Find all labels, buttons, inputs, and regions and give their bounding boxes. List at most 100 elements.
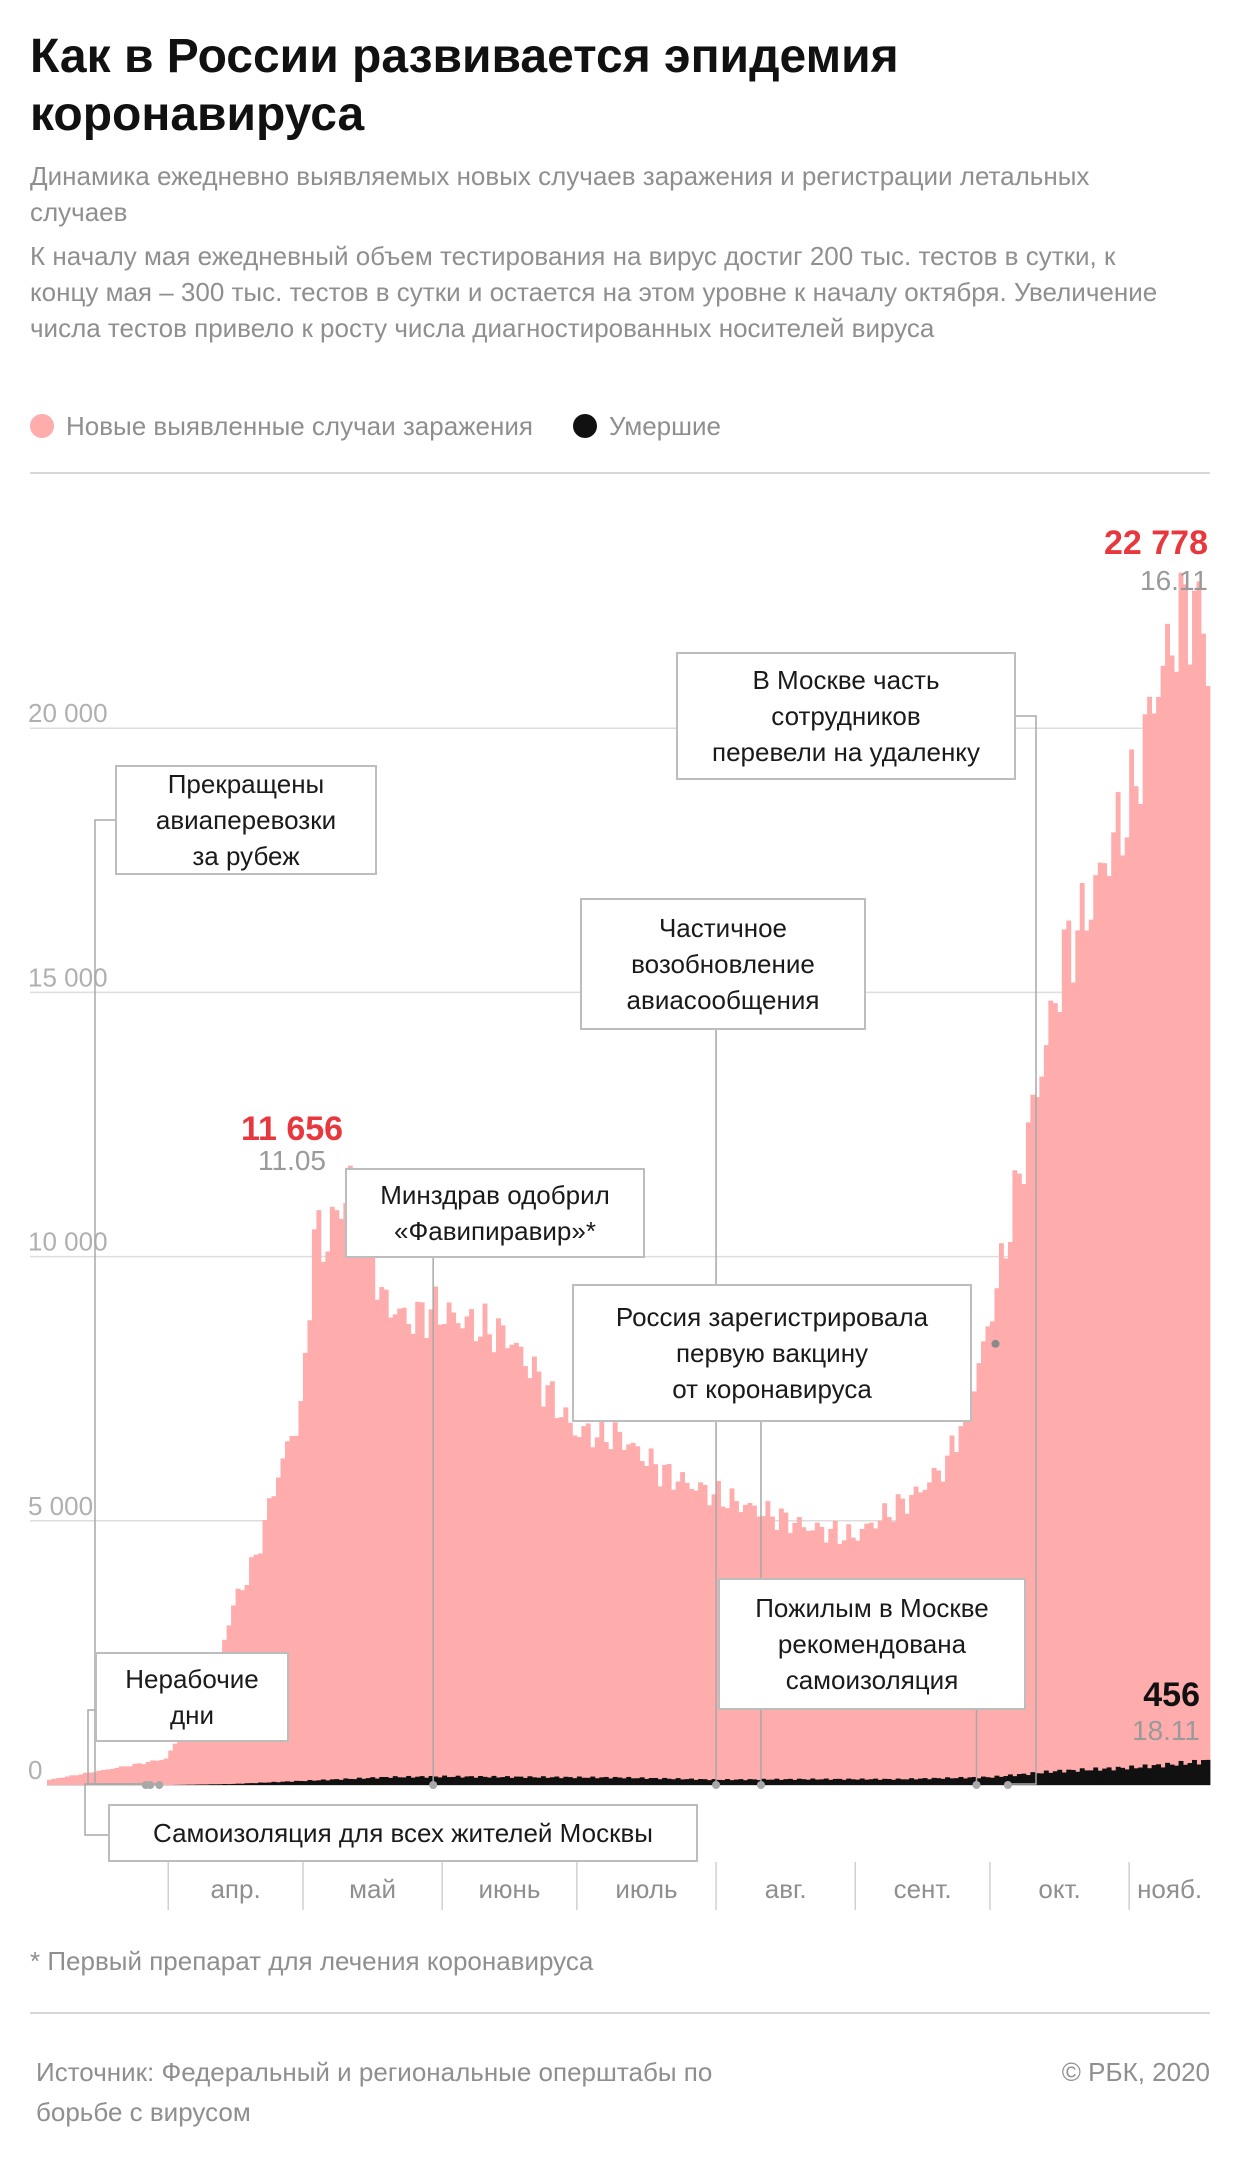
cases-bar (531, 1356, 537, 1785)
annotation-elderly-isolation: Пожилым в Москве рекомендована самоизоля… (718, 1578, 1026, 1710)
deaths-bar (1030, 1772, 1036, 1785)
cases-bar (500, 1325, 506, 1785)
deaths-bar (572, 1778, 578, 1785)
deaths-bar (581, 1777, 587, 1785)
deaths-bar (958, 1776, 964, 1785)
cases-bar (1147, 696, 1153, 1785)
cases-bar (109, 1768, 115, 1785)
deaths-bar (388, 1777, 394, 1785)
deaths-bar (478, 1776, 483, 1785)
deaths-bar (985, 1777, 991, 1785)
deaths-bar (554, 1776, 560, 1785)
deaths-bar (298, 1780, 304, 1785)
cases-bar (123, 1766, 129, 1785)
cases-bar (1075, 930, 1081, 1785)
deaths-bar (343, 1778, 349, 1785)
deaths-bar (828, 1779, 834, 1785)
deaths-bar (1075, 1771, 1081, 1785)
cases-bar (487, 1334, 492, 1785)
cases-bar (1066, 920, 1072, 1785)
cases-bar (980, 1341, 986, 1785)
deaths-bar (392, 1776, 398, 1785)
annotation-point (155, 1781, 164, 1789)
deaths-bar (217, 1784, 223, 1785)
deaths-bar (1003, 1776, 1009, 1785)
deaths-bar (271, 1781, 277, 1785)
cases-bar (644, 1465, 650, 1785)
deaths-bar (751, 1779, 757, 1785)
cases-bar (172, 1743, 178, 1785)
cases-bar (356, 1229, 362, 1785)
deaths-bar (1057, 1769, 1063, 1785)
deaths-bar (1106, 1767, 1112, 1785)
deaths-bar (509, 1777, 515, 1785)
deaths-bar (1043, 1770, 1049, 1785)
cases-bar (1183, 584, 1188, 1785)
cases-bar (374, 1299, 380, 1785)
deaths-bar (419, 1776, 425, 1785)
deaths-bar (361, 1778, 367, 1785)
deaths-bar (464, 1776, 470, 1785)
deaths-bar (617, 1777, 623, 1785)
deaths-bar (316, 1780, 322, 1785)
cases-bar (190, 1718, 196, 1785)
peak-date-label: 18.11 (1132, 1715, 1200, 1746)
deaths-bar (514, 1776, 519, 1785)
deaths-bar (976, 1778, 982, 1785)
cases-bar (594, 1437, 600, 1785)
cases-bar (388, 1317, 394, 1785)
deaths-bar (949, 1778, 955, 1785)
deaths-bar (469, 1776, 474, 1785)
cases-bar (518, 1346, 524, 1785)
deaths-bar (1147, 1768, 1153, 1785)
deaths-bar (536, 1777, 542, 1785)
cases-bar (1120, 855, 1126, 1785)
deaths-bar (769, 1779, 775, 1785)
cases-bar (397, 1308, 403, 1785)
cases-bar (316, 1210, 322, 1785)
annotation-partial-flights: Частичное возобновление авиасообщения (580, 898, 866, 1030)
cases-bar (289, 1436, 295, 1785)
legend-swatch-deaths (572, 414, 597, 438)
deaths-bar (837, 1778, 843, 1785)
cases-bar (590, 1447, 596, 1785)
deaths-bar (738, 1779, 744, 1785)
cases-bar (163, 1758, 169, 1785)
cases-bar (626, 1444, 632, 1785)
deaths-bar (778, 1779, 784, 1785)
deaths-bar (293, 1780, 299, 1785)
deaths-bar (657, 1779, 663, 1785)
cases-bar (473, 1341, 479, 1785)
deaths-bar (1052, 1771, 1058, 1785)
cases-bar (455, 1323, 461, 1785)
cases-bar (581, 1426, 587, 1785)
cases-bar (666, 1464, 672, 1785)
deaths-bar (545, 1777, 551, 1785)
month-label: окт. (1038, 1874, 1080, 1904)
deaths-bar (500, 1777, 506, 1785)
deaths-bar (531, 1777, 537, 1785)
annotation-moscow-self-isolation: Самоизоляция для всех жителей Москвы (108, 1804, 698, 1862)
cases-bar (424, 1338, 430, 1785)
cases-bar (1030, 1094, 1036, 1785)
cases-bar (1124, 837, 1130, 1785)
deaths-bar (1079, 1768, 1085, 1785)
annotation-point (756, 1781, 765, 1789)
cases-bar (159, 1759, 165, 1785)
deaths-bar (823, 1778, 829, 1785)
cases-bar (1061, 929, 1067, 1785)
cases-bar (1043, 1045, 1049, 1785)
cases-bar (271, 1496, 277, 1785)
deaths-bar (522, 1777, 528, 1785)
deaths-bar (1160, 1767, 1166, 1785)
deaths-bar (936, 1778, 941, 1785)
deaths-bar (406, 1775, 412, 1785)
cases-bar (267, 1498, 272, 1785)
cases-bar (145, 1761, 151, 1785)
deaths-bar (204, 1784, 210, 1785)
cases-bar (1133, 786, 1139, 1785)
cases-bar (51, 1778, 57, 1785)
annotation-point (429, 1781, 438, 1789)
cases-bar (154, 1760, 160, 1785)
deaths-bar (792, 1779, 798, 1785)
